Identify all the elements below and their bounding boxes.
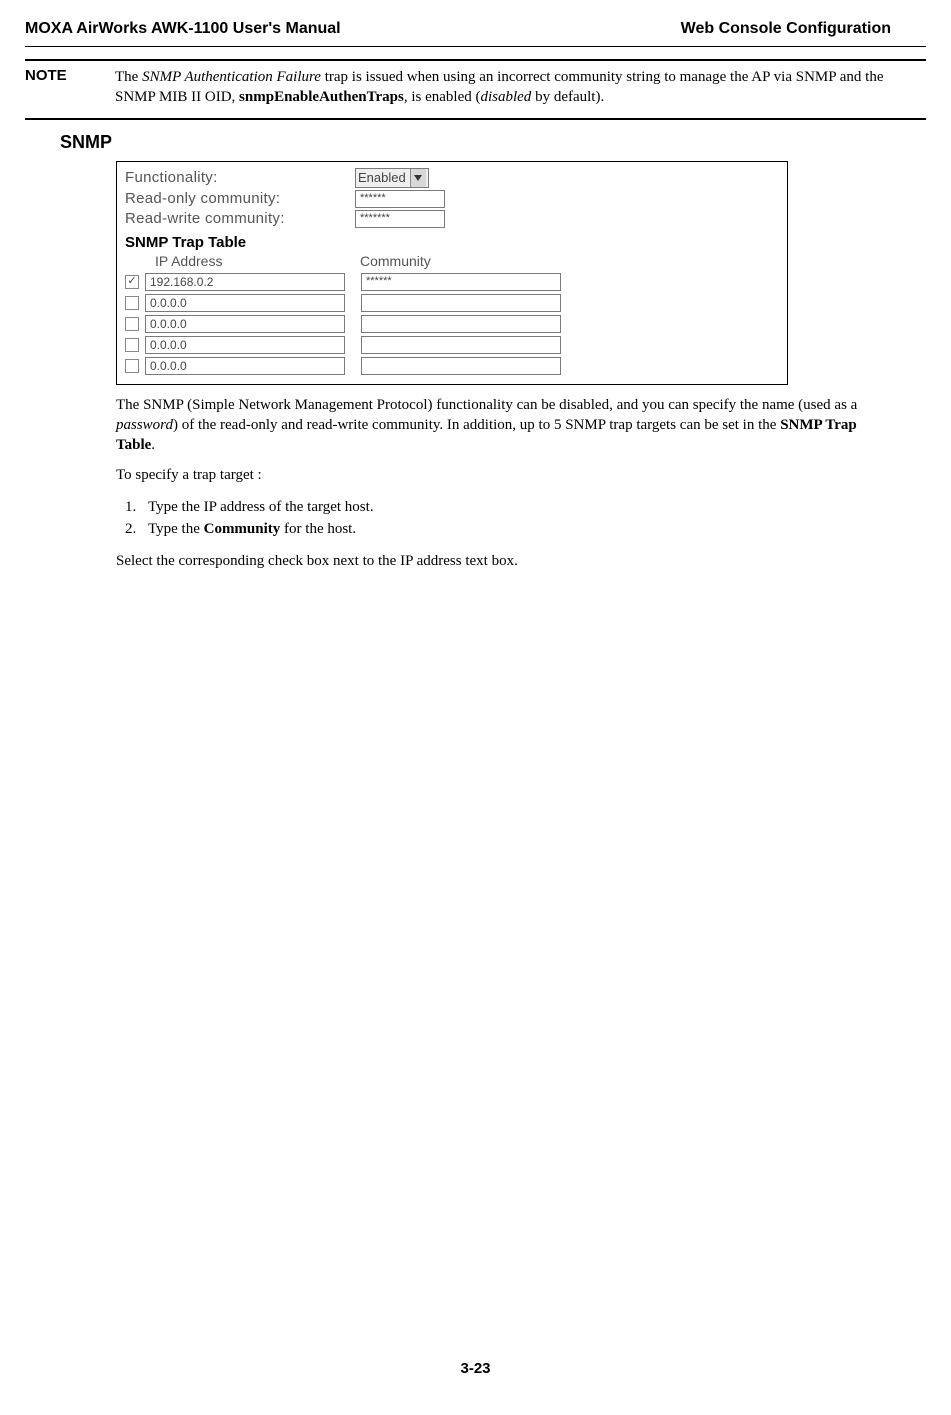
trap-ip-input[interactable]: 0.0.0.0	[145, 357, 345, 375]
header-left: MOXA AirWorks AWK-1100 User's Manual	[25, 20, 341, 38]
trap-table-title: SNMP Trap Table	[125, 234, 779, 251]
note-rule-bottom	[25, 118, 926, 120]
trap-community-input[interactable]	[361, 357, 561, 375]
readonly-label: Read-only community:	[125, 190, 355, 207]
trap-checkbox[interactable]	[125, 296, 139, 310]
trap-community-input[interactable]	[361, 315, 561, 333]
note-rule-top	[25, 59, 926, 61]
page-header: MOXA AirWorks AWK-1100 User's Manual Web…	[0, 0, 951, 42]
trap-row: ✓ 192.168.0.2 ******	[125, 273, 779, 291]
readwrite-community-input[interactable]: *******	[355, 210, 445, 228]
trap-ip-input[interactable]: 0.0.0.0	[145, 294, 345, 312]
trap-community-input[interactable]	[361, 336, 561, 354]
community-header: Community	[360, 253, 431, 269]
note-text: The SNMP Authentication Failure trap is …	[115, 67, 891, 108]
readonly-row: Read-only community: ******	[125, 190, 779, 208]
functionality-value: Enabled	[358, 170, 406, 185]
trap-ip-input[interactable]: 192.168.0.2	[145, 273, 345, 291]
chevron-down-icon	[410, 169, 426, 187]
trap-row: 0.0.0.0	[125, 336, 779, 354]
paragraph-specify-trap: To specify a trap target :	[116, 465, 891, 485]
trap-row: 0.0.0.0	[125, 357, 779, 375]
trap-ip-input[interactable]: 0.0.0.0	[145, 336, 345, 354]
trap-checkbox[interactable]	[125, 338, 139, 352]
trap-community-input[interactable]: ******	[361, 273, 561, 291]
step-1: Type the IP address of the target host.	[140, 496, 891, 519]
functionality-label: Functionality:	[125, 169, 355, 186]
readwrite-label: Read-write community:	[125, 210, 355, 227]
trap-community-input[interactable]	[361, 294, 561, 312]
note-block: NOTE The SNMP Authentication Failure tra…	[0, 67, 951, 108]
trap-header-row: IP Address Community	[125, 253, 779, 269]
functionality-row: Functionality: Enabled	[125, 168, 779, 188]
trap-row: 0.0.0.0	[125, 315, 779, 333]
trap-checkbox[interactable]: ✓	[125, 275, 139, 289]
header-right: Web Console Configuration	[681, 20, 891, 38]
trap-checkbox[interactable]	[125, 317, 139, 331]
readonly-community-input[interactable]: ******	[355, 190, 445, 208]
body-text-2: Select the corresponding check box next …	[116, 551, 891, 571]
trap-steps-list: Type the IP address of the target host. …	[140, 496, 891, 541]
functionality-select[interactable]: Enabled	[355, 168, 429, 188]
note-label: NOTE	[25, 67, 115, 84]
paragraph-select-checkbox: Select the corresponding check box next …	[116, 551, 891, 571]
snmp-config-panel: Functionality: Enabled Read-only communi…	[116, 161, 788, 385]
body-text: The SNMP (Simple Network Management Prot…	[116, 395, 891, 486]
trap-checkbox[interactable]	[125, 359, 139, 373]
step-2: Type the Community for the host.	[140, 518, 891, 541]
header-rule	[25, 46, 926, 47]
snmp-heading: SNMP	[60, 132, 951, 153]
readwrite-row: Read-write community: *******	[125, 210, 779, 228]
ip-address-header: IP Address	[155, 253, 360, 269]
page-number: 3-23	[0, 1360, 951, 1377]
trap-ip-input[interactable]: 0.0.0.0	[145, 315, 345, 333]
paragraph-snmp-desc: The SNMP (Simple Network Management Prot…	[116, 395, 891, 456]
trap-row: 0.0.0.0	[125, 294, 779, 312]
